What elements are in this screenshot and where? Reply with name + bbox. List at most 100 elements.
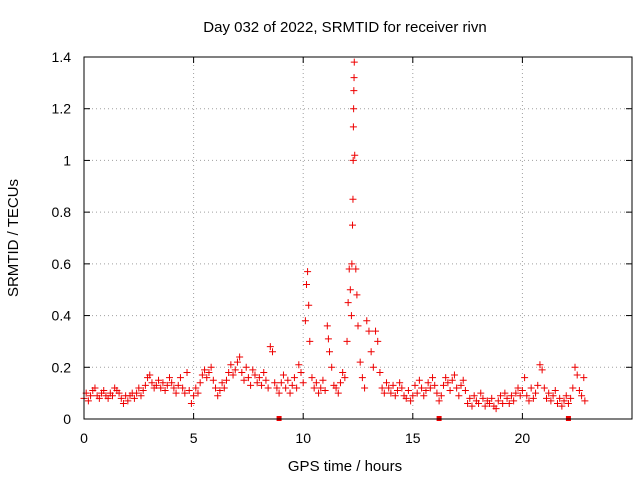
data-point bbox=[266, 343, 274, 351]
data-point bbox=[534, 381, 542, 389]
data-point bbox=[130, 394, 138, 402]
data-point bbox=[279, 371, 287, 379]
x-tick-label: 5 bbox=[190, 430, 198, 446]
y-tick-label: 0.6 bbox=[52, 256, 72, 272]
data-point bbox=[380, 389, 388, 397]
data-point bbox=[532, 389, 540, 397]
data-point bbox=[450, 371, 458, 379]
data-point bbox=[203, 374, 211, 382]
data-point bbox=[148, 379, 156, 387]
data-point bbox=[409, 392, 417, 400]
data-point bbox=[133, 389, 141, 397]
data-point bbox=[385, 384, 393, 392]
data-point bbox=[374, 337, 382, 345]
data-point bbox=[455, 392, 463, 400]
data-point bbox=[218, 379, 226, 387]
data-point bbox=[301, 317, 309, 325]
data-point bbox=[437, 392, 445, 400]
data-point bbox=[411, 381, 419, 389]
y-axis-title: SRMTID / TECUs bbox=[5, 179, 22, 297]
data-point bbox=[339, 368, 347, 376]
data-point bbox=[442, 374, 450, 382]
data-point bbox=[581, 397, 589, 405]
data-point bbox=[255, 374, 263, 382]
data-point bbox=[236, 353, 244, 361]
x-tick-label: 0 bbox=[80, 430, 88, 446]
data-point bbox=[350, 105, 358, 113]
data-point bbox=[494, 397, 502, 405]
data-point bbox=[496, 392, 504, 400]
data-point bbox=[172, 389, 180, 397]
y-tick-label: 0.4 bbox=[52, 308, 72, 324]
data-point bbox=[372, 327, 380, 335]
data-point bbox=[146, 371, 154, 379]
data-point bbox=[435, 397, 443, 405]
data-point bbox=[332, 384, 340, 392]
x-tick-label: 15 bbox=[405, 430, 421, 446]
data-point bbox=[91, 384, 99, 392]
data-point bbox=[295, 361, 303, 369]
data-point bbox=[556, 394, 564, 402]
data-point bbox=[466, 394, 474, 402]
data-point bbox=[580, 374, 588, 382]
data-point bbox=[181, 389, 189, 397]
x-tick-labels: 0 5 10 15 20 bbox=[80, 430, 530, 446]
data-point bbox=[290, 374, 298, 382]
data-point bbox=[505, 399, 513, 407]
plot-frame bbox=[83, 56, 633, 420]
data-point bbox=[205, 368, 213, 376]
data-point bbox=[238, 368, 246, 376]
data-point bbox=[457, 381, 465, 389]
data-point bbox=[350, 74, 358, 82]
data-point bbox=[304, 268, 312, 276]
x-tick-label: 20 bbox=[515, 430, 531, 446]
data-point bbox=[334, 389, 342, 397]
data-point bbox=[260, 368, 268, 376]
data-point bbox=[240, 376, 248, 384]
data-point bbox=[349, 221, 357, 229]
data-point bbox=[444, 379, 452, 387]
data-point bbox=[510, 397, 518, 405]
data-point bbox=[84, 397, 92, 405]
data-point bbox=[163, 381, 171, 389]
data-point bbox=[161, 387, 169, 395]
data-point bbox=[393, 387, 401, 395]
data-point bbox=[404, 387, 412, 395]
data-point bbox=[231, 366, 239, 374]
data-point bbox=[269, 348, 277, 356]
data-point bbox=[361, 384, 369, 392]
data-point bbox=[396, 379, 404, 387]
data-point bbox=[527, 384, 535, 392]
data-point bbox=[351, 151, 359, 159]
data-point bbox=[293, 384, 301, 392]
data-point bbox=[349, 156, 357, 164]
data-point bbox=[165, 374, 173, 382]
data-point bbox=[571, 363, 579, 371]
data-point bbox=[507, 392, 515, 400]
data-point bbox=[475, 399, 483, 407]
data-point bbox=[273, 384, 281, 392]
grid-lines bbox=[84, 57, 632, 419]
data-point bbox=[367, 348, 375, 356]
data-point bbox=[413, 389, 421, 397]
data-point bbox=[174, 381, 182, 389]
data-point bbox=[324, 335, 332, 343]
data-point bbox=[190, 392, 198, 400]
data-point bbox=[560, 397, 568, 405]
data-point bbox=[501, 389, 509, 397]
data-point bbox=[312, 379, 320, 387]
data-point bbox=[152, 381, 160, 389]
data-point bbox=[391, 392, 399, 400]
data-point bbox=[512, 389, 520, 397]
data-point bbox=[514, 384, 522, 392]
data-point bbox=[382, 379, 390, 387]
data-point bbox=[348, 260, 356, 268]
data-point bbox=[251, 371, 259, 379]
data-point bbox=[179, 384, 187, 392]
data-point bbox=[523, 392, 531, 400]
data-point bbox=[328, 363, 336, 371]
data-point bbox=[194, 389, 202, 397]
data-point bbox=[302, 281, 310, 289]
x-tick-label: 10 bbox=[295, 430, 311, 446]
